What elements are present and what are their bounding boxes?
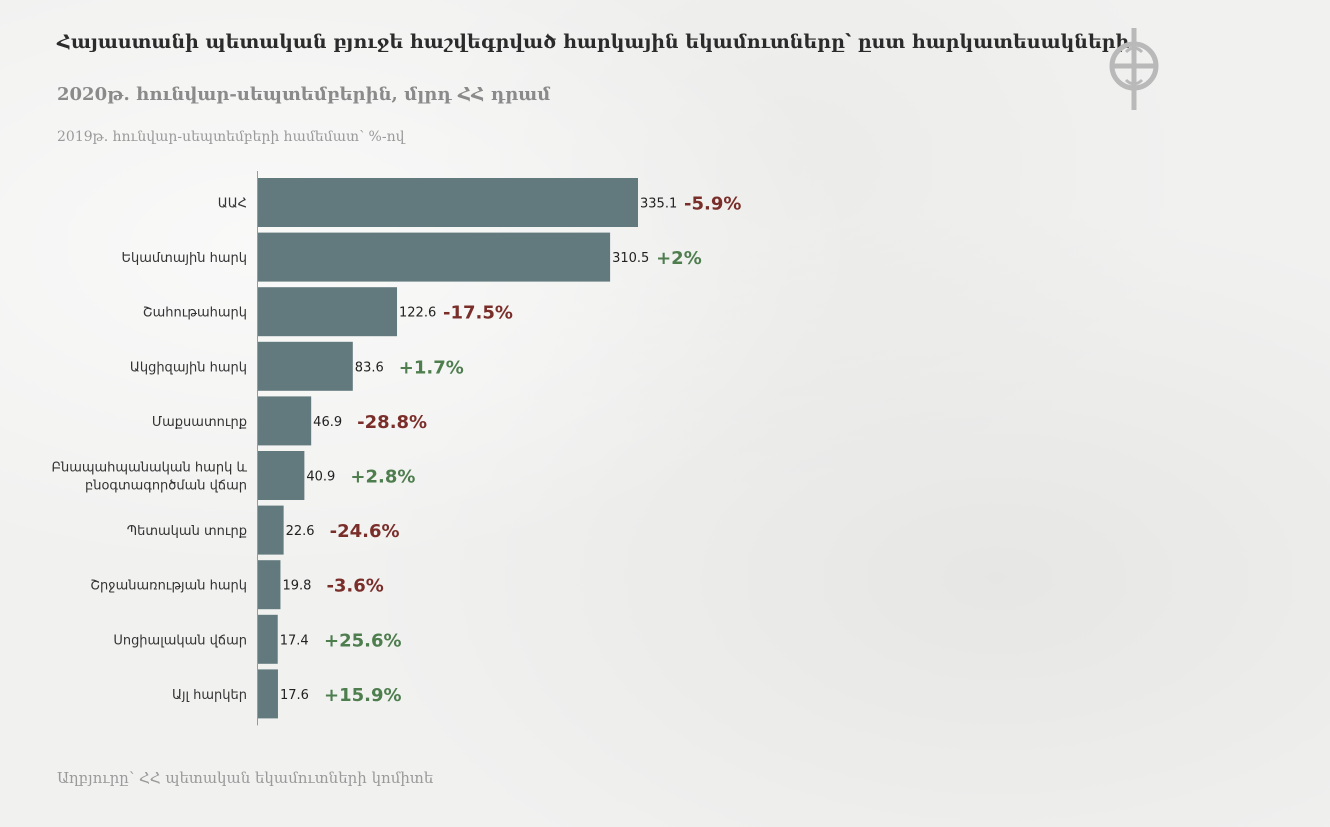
category-label: ԱԱՀ (218, 197, 247, 212)
circle-cross-logo-icon (1109, 28, 1159, 110)
category-label: Սոցիալական վճար (113, 633, 247, 648)
bar (258, 341, 353, 391)
bar (258, 287, 398, 337)
change-label: -17.5% (443, 303, 513, 324)
value-label: 22.6 (286, 524, 315, 539)
chart-title: Հայաստանի պետական բյուջե հաշվեգրված հարկ… (57, 31, 1130, 53)
value-label: 310.5 (612, 251, 649, 266)
category-label: Բնապահպանական հարկ և բնօգտագործման վճար (51, 461, 247, 494)
bar (258, 232, 611, 282)
category-label: Շրջանառության հարկ (90, 579, 247, 594)
category-label: Մաքսատուրք (152, 415, 247, 430)
chart-subtitle: 2020թ. հունվար-սեպտեմբերին, մլրդ ՀՀ դրամ (57, 84, 551, 105)
bar (258, 505, 284, 555)
bar (258, 560, 281, 610)
change-label: +25.6% (324, 630, 402, 651)
category-label: Պետական տուրք (127, 524, 247, 539)
category-label: Շահութահարկ (143, 306, 247, 321)
value-label: 19.8 (282, 579, 311, 594)
comparison-note: 2019թ. հունվար-սեպտեմբերի համեմատ՝ %-ով (57, 129, 405, 145)
value-label: 46.9 (313, 415, 342, 430)
value-label: 83.6 (355, 360, 384, 375)
change-label: +2.8% (350, 467, 415, 488)
category-label: Այլ հարկեր (172, 688, 247, 703)
change-label: +2% (656, 248, 702, 269)
source-note: Աղբյուրը՝ ՀՀ պետական եկամուտների կոմիտե (57, 769, 434, 787)
value-label: 40.9 (306, 470, 335, 485)
bar (258, 396, 312, 446)
category-label: Եկամտային հարկ (122, 251, 248, 266)
bar (258, 451, 305, 500)
change-label: -5.9% (684, 194, 741, 215)
change-label: -28.8% (357, 412, 427, 433)
value-label: 122.6 (399, 306, 436, 321)
change-label: -3.6% (326, 576, 383, 597)
bar (258, 614, 278, 664)
value-label: 17.6 (280, 688, 309, 703)
category-label: Ակցիզային հարկ (130, 360, 247, 375)
change-label: +1.7% (399, 357, 464, 378)
change-label: -24.6% (330, 521, 400, 542)
change-label: +15.9% (324, 685, 402, 706)
value-label: 17.4 (280, 633, 309, 648)
bar (258, 669, 278, 719)
value-label: 335.1 (640, 197, 677, 212)
bar (258, 178, 638, 227)
